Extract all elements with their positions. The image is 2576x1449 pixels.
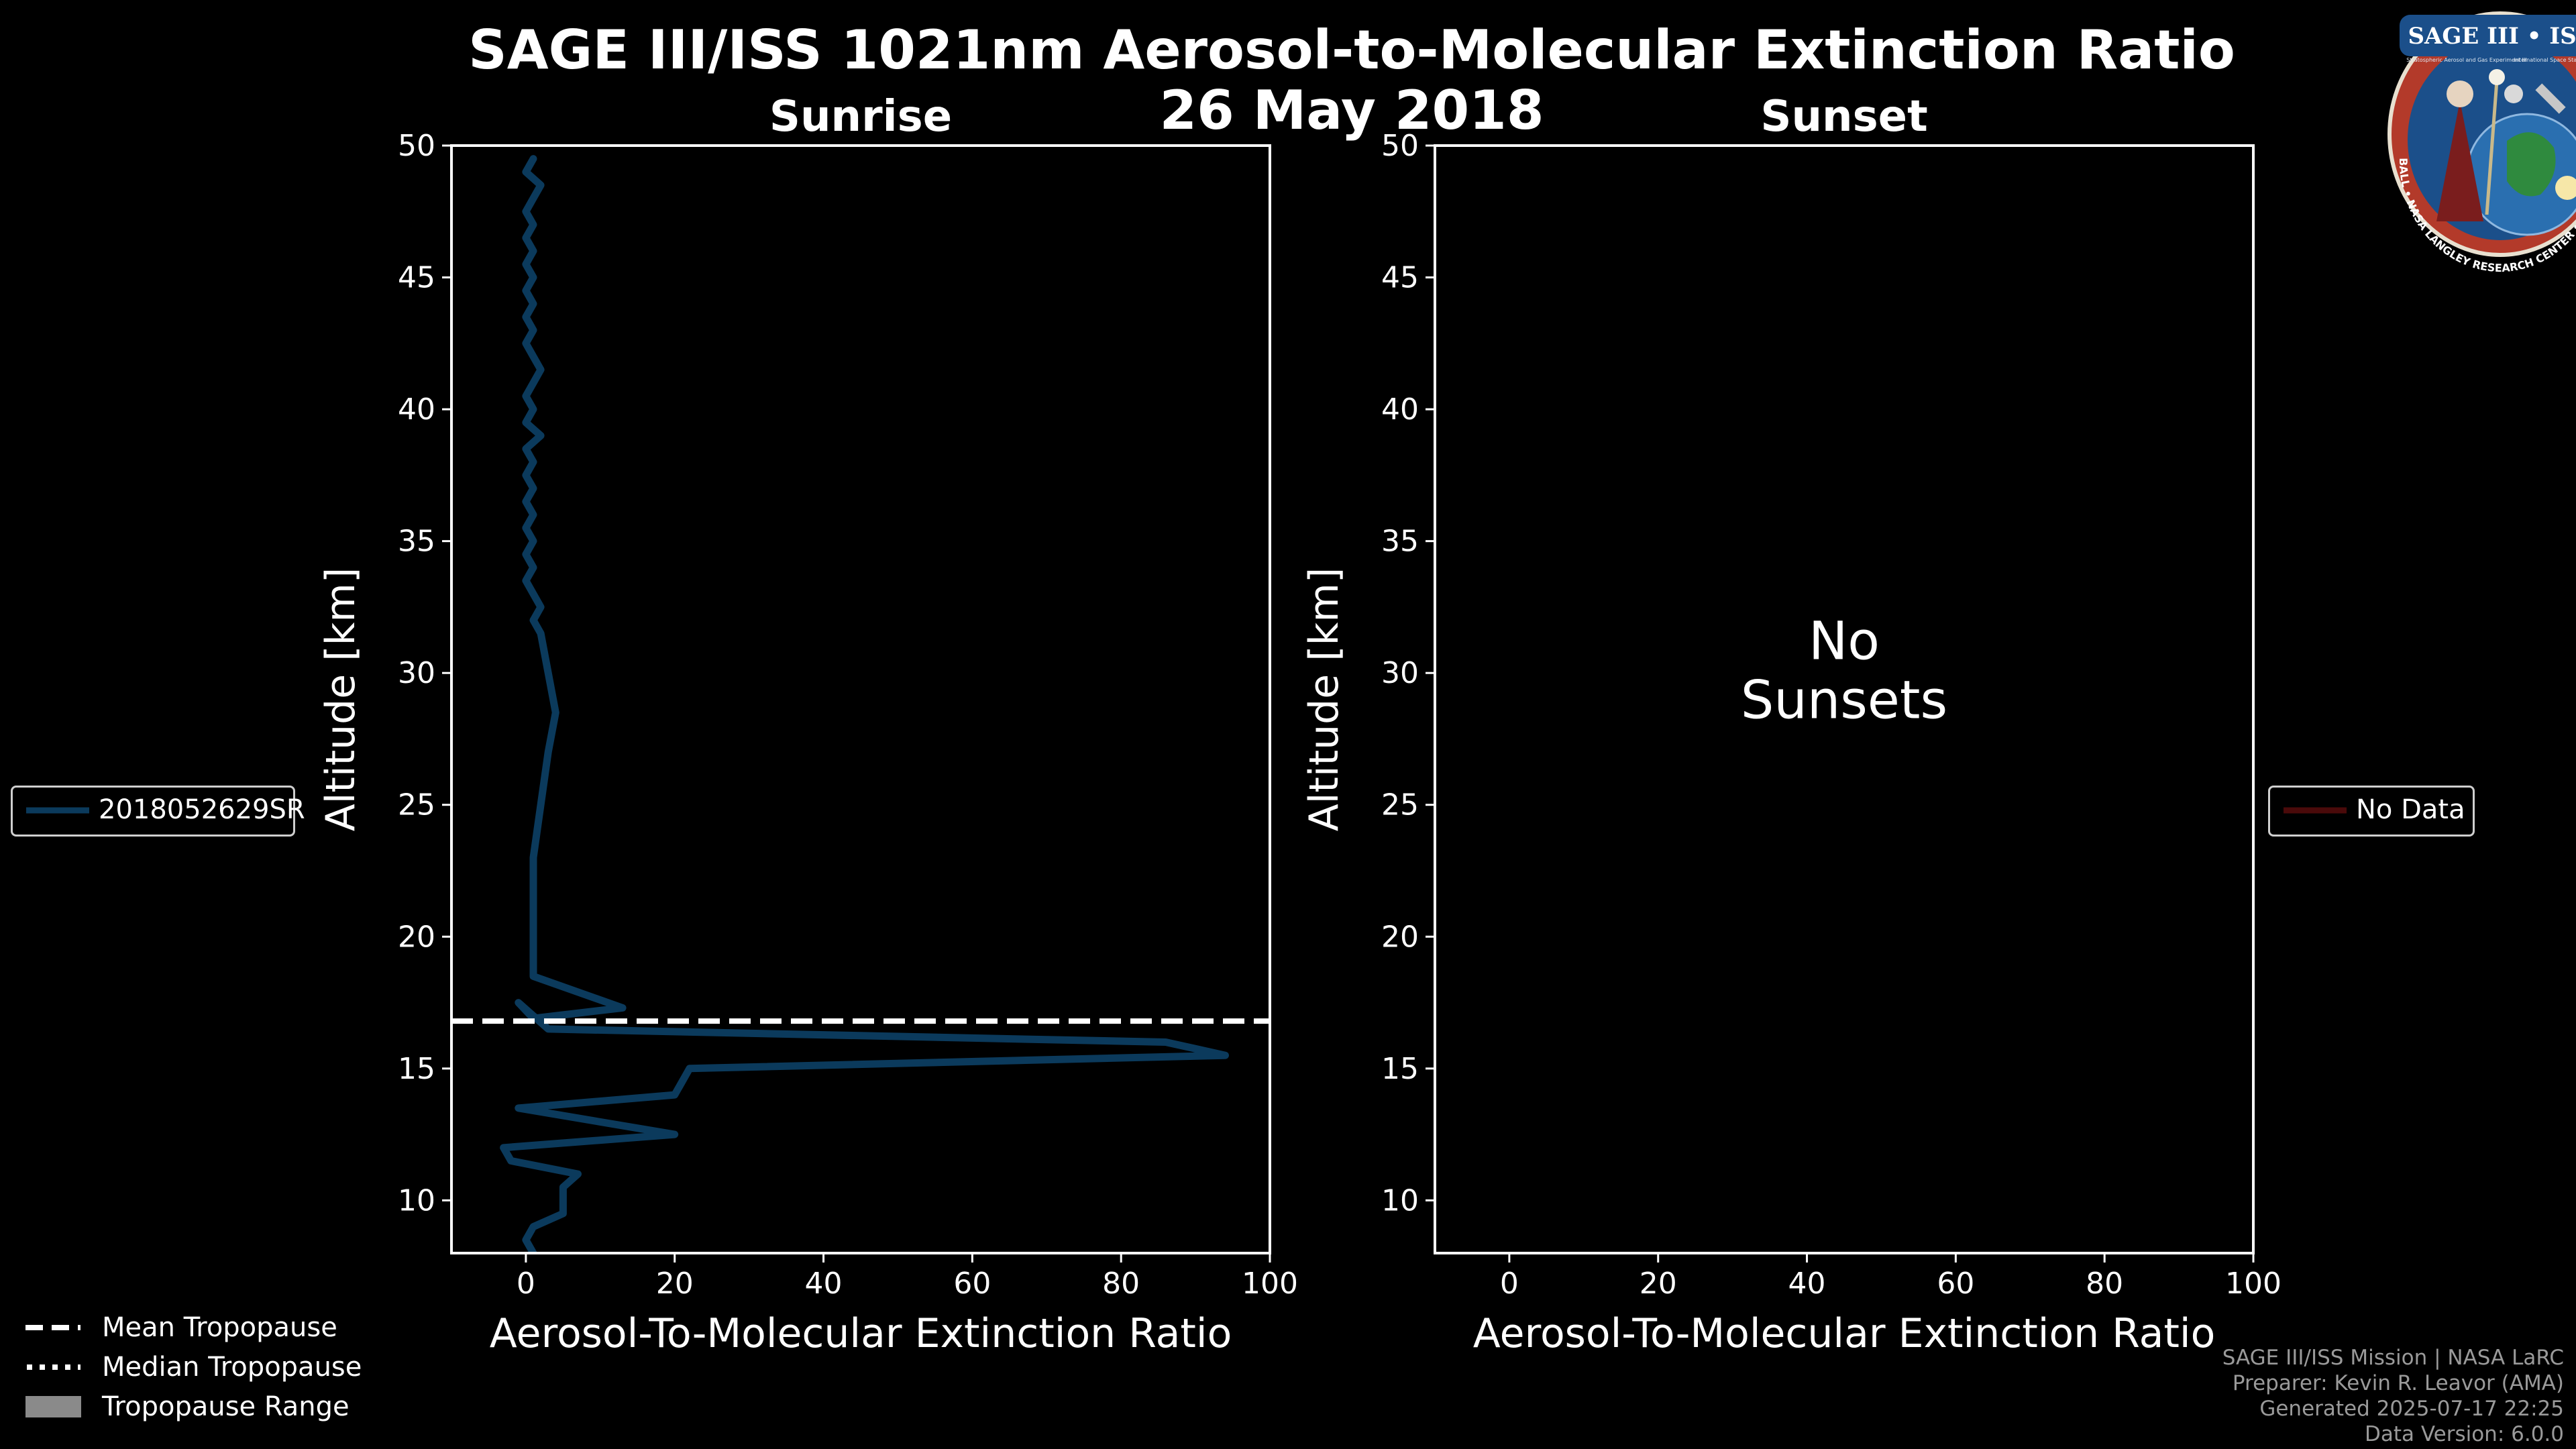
sage-iss-logo: SAGE III • ISS Stratospheric Aerosol and … [2387,11,2576,274]
tropopause-legend: Mean Tropopause Median Tropopause Tropop… [25,1309,401,1430]
sunset-annotation-line2: Sunsets [1741,671,1947,731]
logo-subtitle-2: International Space Station [2514,57,2576,63]
logo-title: SAGE III • ISS [2408,23,2576,50]
credit-mission: SAGE III/ISS Mission | NASA LaRC [2222,1346,2564,1370]
sunset-ytick-label: 20 [1381,920,1419,954]
logo-wizard-staff [2485,80,2499,215]
credit-preparer: Preparer: Kevin R. Leavor (AMA) [2232,1371,2564,1395]
legend-series-label: 2018052629SR [99,794,305,825]
tropopause-legend-swatches [25,1325,81,1417]
sunset-xtick-label: 60 [1937,1267,1974,1301]
sunset-ytick-label: 45 [1381,261,1419,295]
sunset-xtick-label: 40 [1788,1267,1826,1301]
sunset-ytick-label: 35 [1381,525,1419,559]
legend-line-swatch [26,807,89,814]
sunrise-xtick-label: 60 [953,1267,991,1301]
sunrise-ytick-label: 20 [398,920,435,954]
logo-sun [2555,176,2576,200]
sunset-panel: Sunset 0 20 40 60 80 100 10 15 20 25 30 35 40 45 50 Aero… [1301,92,2282,1357]
logo-iss [2535,83,2566,114]
sunset-ytick-label: 50 [1381,129,1419,163]
sunrise-ytick-label: 45 [398,261,435,295]
sunrise-ytick-label: 15 [398,1052,435,1086]
sunset-title: Sunset [1760,92,1927,142]
sunrise-ytick-label: 10 [398,1183,435,1218]
sunset-ytick-label: 25 [1381,788,1419,822]
logo-staff-orb [2489,69,2505,85]
sunrise-legend: 2018052629SR [11,786,305,837]
sunrise-xtick-label: 80 [1102,1267,1140,1301]
logo-title-banner [2400,15,2576,56]
logo-landmass [2507,132,2556,197]
logo-subtitle: Stratospheric Aerosol and Gas Experiment… [2406,57,2526,63]
sunrise-xtick-label: 100 [1242,1267,1298,1301]
sunset-xlabel: Aerosol-To-Molecular Extinction Ratio [1473,1310,2216,1357]
sunrise-xlabel: Aerosol-To-Molecular Extinction Ratio [490,1310,1232,1357]
sunrise-xtick-label: 40 [805,1267,843,1301]
sunset-xtick-label: 0 [1500,1267,1519,1301]
sunrise-ytick-label: 40 [398,392,435,427]
sunrise-panel: Sunrise 0 20 40 60 80 100 10 15 20 25 30 35 40 45 50 Aer… [317,92,1298,1357]
tropopause-range-label: Tropopause Range [102,1391,350,1422]
sunrise-title: Sunrise [769,92,952,142]
sunrise-ytick-label: 35 [398,525,435,559]
sunrise-ylabel: Altitude [km] [317,568,364,832]
sunset-ytick-label: 10 [1381,1183,1419,1218]
legend-nodata-label: No Data [2356,794,2465,825]
logo-wizard-head [2447,80,2473,107]
sunset-ylabel: Altitude [km] [1301,568,1348,832]
median-tropopause-label: Median Tropopause [102,1352,362,1383]
legend-nodata-swatch [2284,807,2347,814]
figure-title: SAGE III/ISS 1021nm Aerosol-to-Molecular… [468,19,2235,81]
sunset-xtick-label: 20 [1640,1267,1677,1301]
sunrise-ytick-label: 50 [398,129,435,163]
sunrise-xtick-label: 0 [517,1267,535,1301]
sunset-legend: No Data [2268,786,2475,837]
sunset-axes-frame [1434,144,2255,1254]
sunrise-series-line-0 [500,155,1229,1253]
sunrise-axes-frame [450,144,1271,1254]
sunrise-ytick-label: 30 [398,656,435,690]
sunset-ytick-label: 40 [1381,392,1419,427]
sunset-xtick-label: 80 [2086,1267,2123,1301]
credit-version: Data Version: 6.0.0 [2364,1422,2564,1446]
tropopause-range-swatch [25,1396,81,1417]
mean-tropopause-label: Mean Tropopause [102,1312,337,1343]
sunrise-xtick-label: 20 [656,1267,694,1301]
sunset-ytick-label: 15 [1381,1052,1419,1086]
logo-moon [2504,85,2523,103]
sunset-annotation-line1: No [1809,612,1880,672]
sunset-xtick-label: 100 [2225,1267,2282,1301]
figure-date: 26 May 2018 [1159,79,1544,142]
sunrise-ytick-label: 25 [398,788,435,822]
sunset-ytick-label: 30 [1381,656,1419,690]
logo-wizard-robe [2436,101,2483,221]
credit-generated: Generated 2025-07-17 22:25 [2259,1397,2564,1421]
